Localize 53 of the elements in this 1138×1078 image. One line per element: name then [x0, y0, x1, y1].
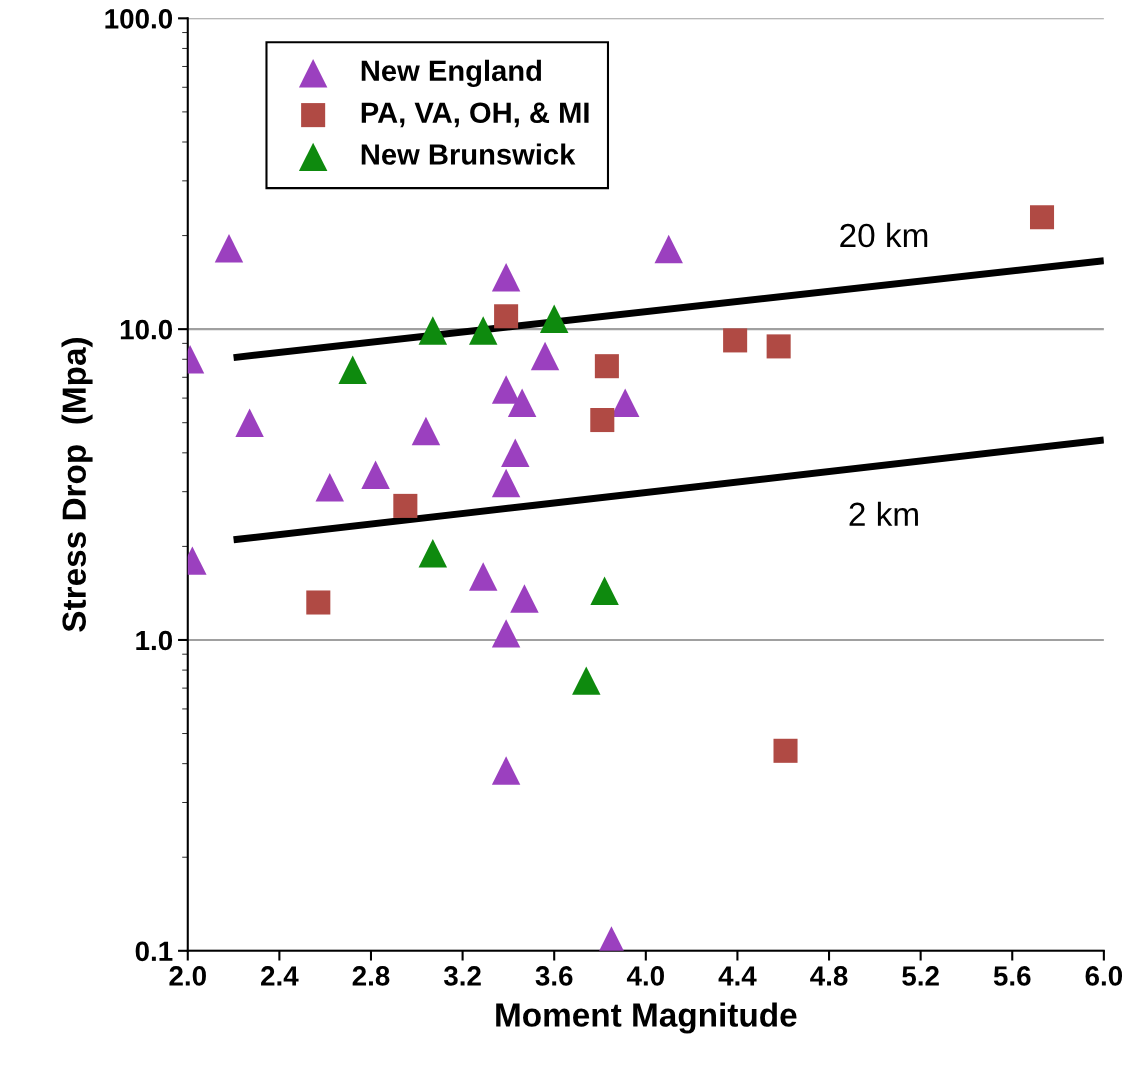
x-tick-label: 3.6 — [535, 966, 573, 986]
point — [491, 262, 521, 292]
point — [468, 316, 498, 345]
x-tick-label: 2.4 — [261, 966, 299, 986]
x-tick-label: 6.0 — [1085, 966, 1123, 986]
point — [235, 408, 264, 437]
point — [491, 619, 521, 648]
x-tick-label: 3.2 — [443, 966, 481, 986]
point — [214, 234, 244, 263]
legend-label: New England — [361, 59, 542, 88]
point — [393, 493, 418, 518]
x-tick-label: 5.6 — [993, 966, 1031, 986]
point — [773, 738, 798, 763]
point — [590, 576, 619, 605]
point — [510, 584, 539, 613]
point — [468, 562, 498, 591]
point — [306, 590, 331, 615]
x-tick-label: 2.0 — [169, 966, 206, 986]
point — [1030, 205, 1055, 230]
y-tick-label: 0.1 — [135, 941, 173, 962]
point — [654, 234, 683, 264]
point — [418, 316, 448, 345]
point — [590, 408, 615, 433]
point — [539, 304, 569, 333]
x-tick-label: 4.0 — [626, 966, 664, 986]
annotation: 20 km — [840, 222, 928, 248]
x-tick-label: 4.4 — [718, 966, 757, 986]
point — [361, 460, 390, 490]
point — [766, 334, 791, 359]
point — [501, 438, 530, 468]
annotation: 2 km — [849, 501, 918, 526]
point — [338, 355, 367, 385]
point — [572, 666, 601, 695]
x-tick-label: 5.2 — [902, 966, 939, 986]
y-tick-label: 10.0 — [120, 319, 173, 340]
point — [411, 416, 441, 446]
legend-label: New Brunswick — [361, 143, 576, 165]
point — [723, 328, 748, 353]
legend-label: PA, VA, OH, & MI — [361, 102, 589, 128]
point — [315, 473, 344, 502]
point — [418, 539, 448, 568]
point — [494, 304, 519, 329]
x-tick-label: 2.8 — [352, 966, 390, 986]
x-axis-title: Moment Magnitude — [496, 1002, 797, 1034]
point — [594, 354, 619, 379]
point — [507, 388, 537, 417]
point — [491, 468, 521, 498]
x-tick-label: 4.8 — [810, 966, 848, 986]
point — [530, 341, 560, 371]
y-tick-label: 100.0 — [105, 8, 173, 29]
y-tick-label: 1.0 — [136, 630, 173, 651]
y-axis-title: Stress Drop (Mpa) — [61, 338, 93, 632]
point — [491, 756, 521, 785]
